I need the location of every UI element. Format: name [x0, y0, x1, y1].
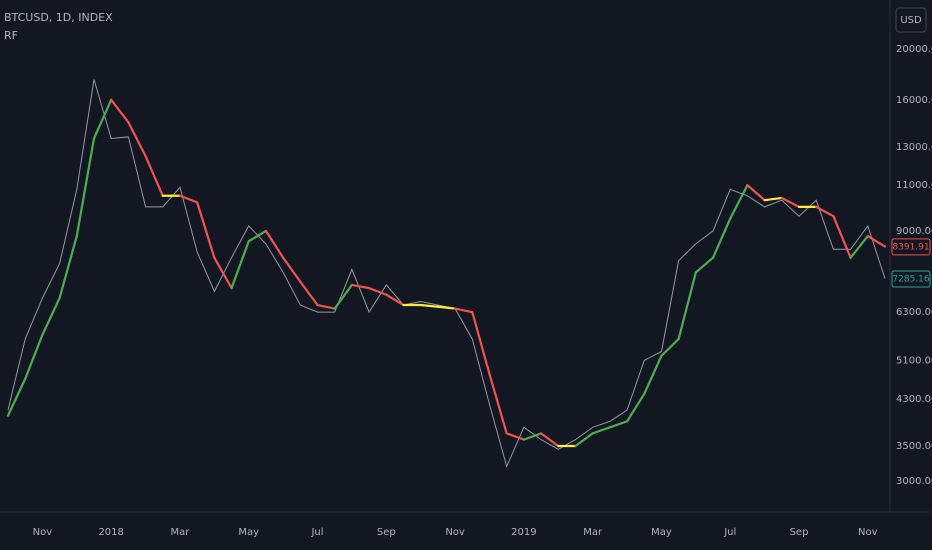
filter-segment: [522, 432, 543, 441]
filter-segment: [127, 121, 147, 158]
chart-title: BTCUSD, 1D, INDEX: [4, 11, 113, 24]
y-tick-label: 6300.00: [896, 307, 932, 318]
filter-segment: [144, 154, 164, 197]
filter-segment: [196, 201, 216, 259]
x-tick-label: Nov: [858, 527, 878, 538]
filter-segment: [436, 305, 457, 310]
filter-segment: [539, 432, 560, 448]
x-tick-label: Sep: [377, 527, 396, 538]
y-tick-label: 20000.00: [896, 44, 932, 55]
price-label-box: [891, 270, 931, 288]
filter-segment: [780, 196, 801, 208]
y-tick-label: 16000.00: [896, 95, 932, 106]
filter-segment: [333, 283, 354, 310]
filter-segment: [316, 303, 336, 310]
filter-segment: [6, 377, 27, 417]
x-tick-label: Mar: [583, 527, 603, 538]
filter-segment: [75, 137, 96, 238]
filter-segment: [677, 271, 697, 341]
filter-segment: [58, 234, 78, 300]
filter-segment: [729, 184, 749, 220]
filter-segment: [763, 196, 783, 202]
x-tick-label: 2019: [511, 527, 536, 538]
filter-segment: [849, 234, 869, 259]
filter-segment: [213, 256, 233, 290]
filter-segment: [350, 283, 371, 290]
filter-segment: [385, 293, 405, 307]
filter-segment: [368, 287, 388, 296]
x-tick-label: May: [651, 527, 672, 538]
filter-segment: [247, 229, 268, 243]
filter-segment: [264, 229, 285, 259]
legend-entry: RF: [4, 29, 18, 42]
filter-segment: [608, 420, 629, 429]
filter-segment: [178, 194, 199, 204]
filter-segment: [591, 426, 611, 435]
x-tick-label: May: [238, 527, 259, 538]
x-tick-label: Sep: [790, 527, 809, 538]
y-tick-label: 5100.00: [896, 355, 932, 366]
currency-button[interactable]: [895, 7, 927, 33]
filter-segment: [746, 184, 766, 202]
filter-segment: [832, 215, 852, 259]
filter-segment: [471, 311, 491, 376]
y-tick-label: 13000.00: [896, 142, 932, 153]
currency-label[interactable]: USD: [900, 15, 922, 26]
filter-segment: [711, 217, 732, 259]
price-label-box: [891, 238, 931, 256]
y-tick-label: 11000.00: [896, 180, 932, 191]
filter-segment: [230, 240, 250, 290]
filter-segment: [41, 297, 61, 337]
price-label: 8391.91: [892, 242, 929, 252]
filter-segment: [282, 256, 302, 283]
filter-segment: [110, 98, 130, 124]
filter-segment: [299, 280, 319, 307]
x-tick-label: Nov: [33, 527, 53, 538]
filter-segment: [453, 307, 474, 314]
filter-segment: [505, 432, 525, 441]
filter-segment: [24, 333, 44, 380]
x-tick-label: 2018: [98, 527, 123, 538]
filter-segment: [488, 372, 508, 435]
filter-segment: [625, 392, 646, 423]
x-tick-label: Jul: [310, 527, 323, 538]
filter-segment: [815, 205, 835, 218]
filter-segment: [574, 432, 594, 448]
y-tick-label: 4300.00: [896, 394, 932, 405]
filter-segment: [866, 234, 887, 248]
x-tick-label: Jul: [723, 527, 736, 538]
filter-segment: [660, 337, 680, 357]
filter-segment: [92, 98, 113, 140]
y-tick-label: 9000.00: [896, 226, 932, 237]
filter-segment: [694, 256, 715, 274]
price-label: 7285.16: [892, 275, 929, 285]
filter-segment: [419, 303, 440, 308]
filter-segment: [643, 354, 663, 396]
x-tick-label: Mar: [171, 527, 191, 538]
y-tick-label: 3000.00: [896, 476, 932, 487]
x-tick-label: Nov: [445, 527, 465, 538]
y-tick-label: 3500.00: [896, 441, 932, 452]
